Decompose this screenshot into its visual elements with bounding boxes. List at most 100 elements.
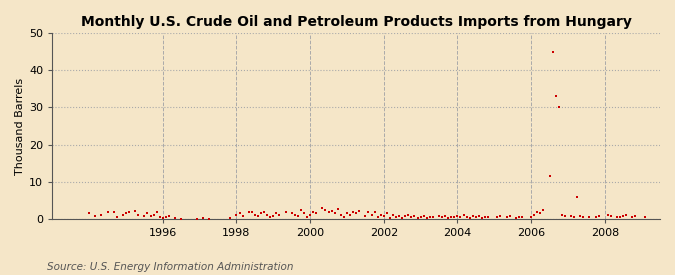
Point <box>360 214 371 218</box>
Point <box>526 214 537 219</box>
Point <box>400 214 410 219</box>
Point <box>243 210 254 214</box>
Point <box>547 49 558 54</box>
Point <box>274 213 285 218</box>
Point <box>403 212 414 217</box>
Point <box>572 194 583 199</box>
Point <box>148 213 159 217</box>
Point <box>161 215 171 219</box>
Point <box>501 215 512 219</box>
Point <box>157 216 168 220</box>
Point <box>593 214 604 218</box>
Point <box>117 213 128 218</box>
Point <box>550 94 561 98</box>
Point <box>532 209 543 214</box>
Point <box>130 208 140 213</box>
Point <box>495 214 506 218</box>
Point <box>470 215 481 219</box>
Point <box>345 213 356 218</box>
Point <box>510 216 521 220</box>
Point <box>108 210 119 214</box>
Point <box>618 214 628 218</box>
Point <box>102 209 113 214</box>
Point <box>387 213 398 218</box>
Point <box>351 211 362 216</box>
Point <box>145 214 156 219</box>
Point <box>612 214 622 219</box>
Point <box>121 211 132 216</box>
Point <box>96 212 107 217</box>
Point <box>418 214 429 218</box>
Point <box>363 210 374 214</box>
Point <box>308 209 319 214</box>
Point <box>492 215 503 219</box>
Point <box>409 214 420 218</box>
Point <box>443 216 454 220</box>
Point <box>630 214 641 218</box>
Point <box>560 214 570 218</box>
Point <box>298 211 309 216</box>
Point <box>421 216 432 220</box>
Point <box>90 214 101 218</box>
Point <box>433 214 444 219</box>
Point <box>366 212 377 217</box>
Point <box>566 214 576 218</box>
Point <box>354 208 364 213</box>
Point <box>369 209 380 214</box>
Y-axis label: Thousand Barrels: Thousand Barrels <box>15 77 25 175</box>
Point <box>483 215 493 220</box>
Point <box>139 214 150 218</box>
Point <box>323 210 334 214</box>
Point <box>455 215 466 219</box>
Point <box>256 211 267 216</box>
Point <box>480 214 491 219</box>
Point <box>440 214 451 218</box>
Point <box>458 212 469 217</box>
Point <box>394 214 404 218</box>
Point <box>391 215 402 219</box>
Point <box>446 214 457 219</box>
Point <box>449 215 460 220</box>
Point <box>615 215 626 219</box>
Point <box>544 174 555 178</box>
Point <box>262 212 273 217</box>
Point <box>554 105 564 109</box>
Point <box>163 214 174 218</box>
Point <box>556 213 567 218</box>
Point <box>464 216 475 220</box>
Point <box>329 211 340 216</box>
Point <box>320 207 331 212</box>
Point <box>338 215 349 219</box>
Point <box>296 207 306 212</box>
Point <box>639 215 650 219</box>
Point <box>461 214 472 219</box>
Point <box>529 212 539 217</box>
Title: Monthly U.S. Crude Oil and Petroleum Products Imports from Hungary: Monthly U.S. Crude Oil and Petroleum Pro… <box>81 15 632 29</box>
Point <box>397 216 408 220</box>
Point <box>142 211 153 216</box>
Point <box>317 206 328 210</box>
Point <box>538 207 549 212</box>
Point <box>268 214 279 218</box>
Point <box>575 214 586 218</box>
Point <box>372 215 383 219</box>
Point <box>304 212 315 217</box>
Point <box>265 214 275 219</box>
Text: Source: U.S. Energy Information Administration: Source: U.S. Energy Information Administ… <box>47 262 294 272</box>
Point <box>197 216 208 220</box>
Point <box>133 213 144 218</box>
Point <box>504 214 515 218</box>
Point <box>473 214 484 219</box>
Point <box>290 212 300 217</box>
Point <box>231 213 242 218</box>
Point <box>467 213 478 218</box>
Point <box>437 215 448 219</box>
Point <box>84 211 95 216</box>
Point <box>406 215 416 219</box>
Point <box>169 216 180 221</box>
Point <box>203 216 214 221</box>
Point <box>237 214 248 218</box>
Point <box>425 214 435 219</box>
Point <box>535 211 545 216</box>
Point <box>259 209 269 214</box>
